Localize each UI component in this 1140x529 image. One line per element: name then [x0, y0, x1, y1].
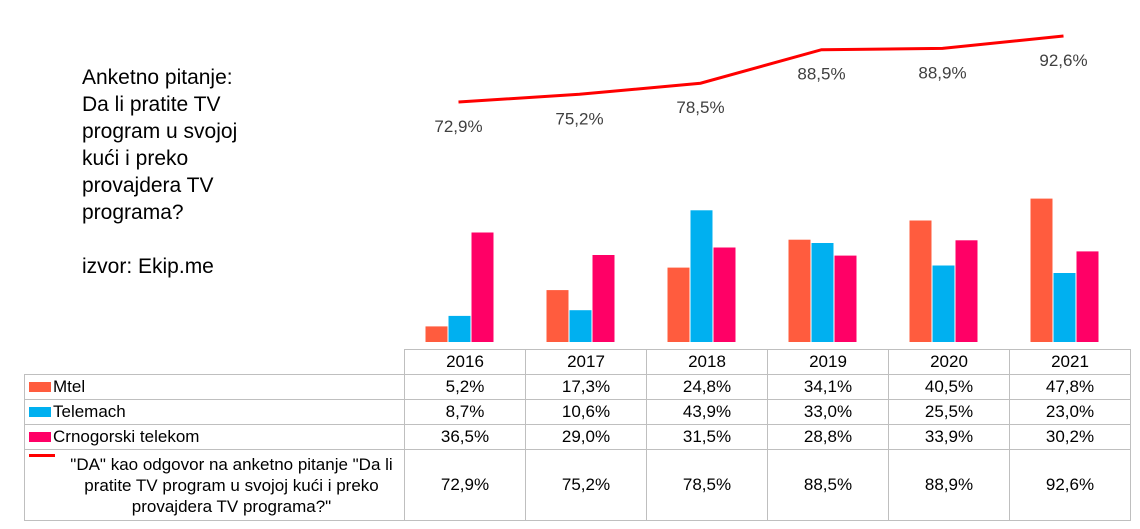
- row-header: Mtel: [24, 374, 405, 400]
- note-line: kući i preko: [82, 147, 189, 170]
- table-cell: 92,6%: [1009, 449, 1131, 521]
- category-label: 2020: [888, 349, 1010, 375]
- table-row-mtel: Mtel 5,2% 17,3% 24,8% 34,1% 40,5% 47,8%: [24, 374, 1131, 400]
- combo-chart: 72,9% 75,2% 78,5% 88,5% 88,9% 92,6%: [425, 34, 1099, 342]
- bar: [909, 220, 932, 342]
- bar: [448, 315, 471, 342]
- note-line: provajdera TV: [82, 174, 214, 197]
- bar: [1053, 273, 1076, 342]
- category-label: 2018: [646, 349, 768, 375]
- series-name: Mtel: [53, 377, 86, 396]
- line-series: [458, 34, 1064, 104]
- bar: [955, 240, 978, 342]
- table-cell: 88,9%: [888, 449, 1010, 521]
- bar: [788, 239, 811, 342]
- series-name: "DA" kao odgovor na anketno pitanje "Da …: [70, 454, 393, 516]
- line-data-label: 78,5%: [676, 98, 724, 117]
- table-cell: 33,9%: [888, 424, 1010, 450]
- legend-swatch-mtel: [29, 382, 51, 392]
- table-cell: 28,8%: [767, 424, 889, 450]
- legend-swatch-ct: [29, 432, 51, 442]
- survey-note: Anketno pitanje: Da li pratite TV progra…: [82, 64, 322, 280]
- series-name: Telemach: [53, 402, 126, 421]
- data-table: 2016 2017 2018 2019 2020 2021 Mtel 5,2% …: [24, 349, 1131, 521]
- table-cell: 78,5%: [646, 449, 768, 521]
- table-cell: 75,2%: [525, 449, 647, 521]
- bar: [425, 326, 448, 342]
- bar: [667, 267, 690, 342]
- table-cell: 88,5%: [767, 449, 889, 521]
- bar: [834, 255, 857, 342]
- table-row-da: "DA" kao odgovor na anketno pitanje "Da …: [24, 449, 1131, 521]
- note-line: Anketno pitanje:: [82, 66, 233, 89]
- source-note: izvor: Ekip.me: [82, 255, 214, 278]
- table-cell: 17,3%: [525, 374, 647, 400]
- line-data-label: 88,5%: [797, 65, 845, 84]
- table-cell: 43,9%: [646, 399, 768, 425]
- bar: [690, 210, 713, 342]
- bar: [569, 310, 592, 342]
- row-header: "DA" kao odgovor na anketno pitanje "Da …: [24, 449, 405, 521]
- bar: [546, 290, 569, 342]
- table-cell: 23,0%: [1009, 399, 1131, 425]
- category-label: 2017: [525, 349, 647, 375]
- note-line: programa?: [82, 201, 184, 224]
- table-header-row: 2016 2017 2018 2019 2020 2021: [24, 349, 1131, 375]
- legend-swatch-telemach: [29, 407, 51, 417]
- table-cell: 5,2%: [404, 374, 526, 400]
- table-row-crnogorski-telekom: Crnogorski telekom 36,5% 29,0% 31,5% 28,…: [24, 424, 1131, 450]
- table-cell: 24,8%: [646, 374, 768, 400]
- line-data-label: 75,2%: [555, 109, 603, 128]
- table-cell: 10,6%: [525, 399, 647, 425]
- note-line: Da li pratite TV: [82, 93, 221, 116]
- category-label: 2021: [1009, 349, 1131, 375]
- line-data-label: 92,6%: [1039, 51, 1087, 70]
- table-cell: 72,9%: [404, 449, 526, 521]
- category-label: 2016: [404, 349, 526, 375]
- line-data-label: 88,9%: [918, 63, 966, 82]
- bar: [592, 255, 615, 342]
- table-cell: 25,5%: [888, 399, 1010, 425]
- bar: [713, 247, 736, 342]
- table-cell: 36,5%: [404, 424, 526, 450]
- bar: [811, 243, 834, 342]
- row-header: Telemach: [24, 399, 405, 425]
- table-cell: 33,0%: [767, 399, 889, 425]
- note-line: program u svojoj: [82, 120, 238, 143]
- category-label: 2019: [767, 349, 889, 375]
- table-row-telemach: Telemach 8,7% 10,6% 43,9% 33,0% 25,5% 23…: [24, 399, 1131, 425]
- table-cell: 31,5%: [646, 424, 768, 450]
- table-cell: 8,7%: [404, 399, 526, 425]
- line-data-label: 72,9%: [434, 117, 482, 136]
- table-cell: 47,8%: [1009, 374, 1131, 400]
- table-cell: 30,2%: [1009, 424, 1131, 450]
- table-cell: 34,1%: [767, 374, 889, 400]
- bar: [1076, 251, 1099, 342]
- bar: [471, 232, 494, 342]
- bar: [1030, 198, 1053, 342]
- table-cell: 40,5%: [888, 374, 1010, 400]
- series-name: Crnogorski telekom: [53, 427, 200, 446]
- bar: [932, 265, 955, 342]
- row-header: Crnogorski telekom: [24, 424, 405, 450]
- table-corner: [24, 349, 405, 375]
- table-cell: 29,0%: [525, 424, 647, 450]
- legend-line-da: [29, 453, 55, 457]
